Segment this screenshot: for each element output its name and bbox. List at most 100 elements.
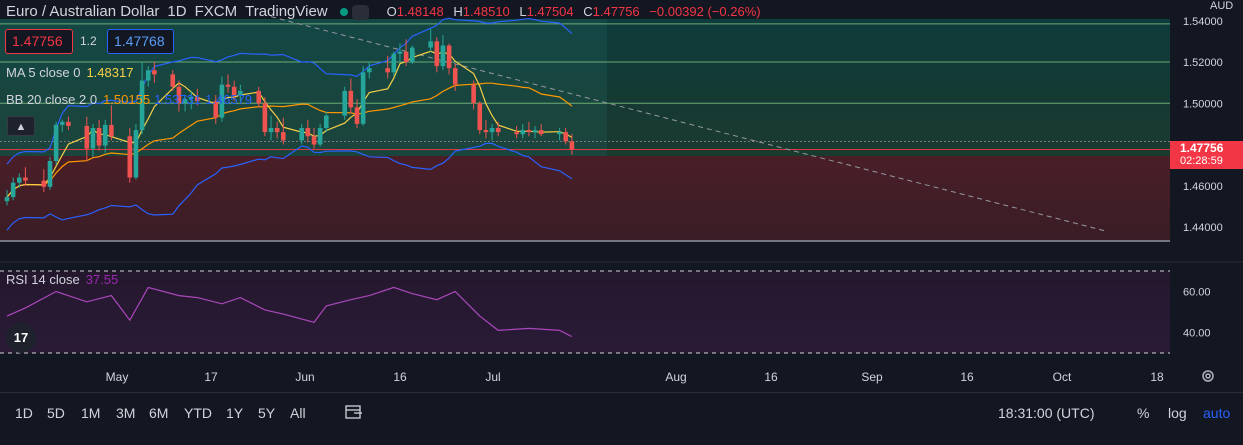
candle[interactable] xyxy=(152,62,157,83)
candle[interactable] xyxy=(176,80,182,112)
candle[interactable] xyxy=(526,121,532,137)
candle[interactable] xyxy=(182,95,188,112)
candle[interactable] xyxy=(213,95,219,124)
bb-upper-line[interactable] xyxy=(6,17,573,165)
candle[interactable] xyxy=(538,123,544,137)
sell-button[interactable]: 1.47756 xyxy=(5,29,73,54)
timeframe-6m-button[interactable]: 6M xyxy=(149,405,169,421)
candle[interactable] xyxy=(96,119,102,151)
symbol-name[interactable]: Euro / Australian Dollar xyxy=(6,3,160,20)
percent-toggle[interactable]: % xyxy=(1137,405,1150,421)
candle[interactable] xyxy=(409,45,415,65)
candle[interactable] xyxy=(471,80,476,110)
candle[interactable] xyxy=(403,39,409,67)
candle[interactable] xyxy=(225,74,231,93)
candle[interactable] xyxy=(231,80,237,102)
candle[interactable] xyxy=(299,123,305,145)
candle[interactable] xyxy=(342,86,347,120)
candle[interactable] xyxy=(323,111,329,133)
timeframe-1m-button[interactable]: 1M xyxy=(81,405,101,421)
candle[interactable] xyxy=(305,119,311,143)
calendar-range-icon[interactable] xyxy=(345,404,363,420)
candle[interactable] xyxy=(23,167,28,186)
candle[interactable] xyxy=(557,128,562,141)
candle[interactable] xyxy=(477,101,483,135)
candle[interactable] xyxy=(41,169,47,192)
rsi-line[interactable] xyxy=(6,286,573,338)
rsi-legend[interactable]: RSI 14 close 37.55 xyxy=(6,272,118,287)
candle[interactable] xyxy=(281,117,286,145)
candle[interactable] xyxy=(520,123,526,139)
candle[interactable] xyxy=(489,123,495,141)
candle[interactable] xyxy=(66,116,71,131)
candle[interactable] xyxy=(90,123,96,157)
candle[interactable] xyxy=(428,29,433,52)
candle[interactable] xyxy=(391,51,397,77)
candle[interactable] xyxy=(317,123,323,147)
candle[interactable] xyxy=(262,97,268,137)
timeframe-ytd-button[interactable]: YTD xyxy=(184,405,212,421)
candle[interactable] xyxy=(109,105,114,141)
candle[interactable] xyxy=(366,62,372,79)
candle[interactable] xyxy=(16,173,22,188)
utc-clock[interactable]: 18:31:00 (UTC) xyxy=(998,405,1095,421)
timeframe-3m-button[interactable]: 3M xyxy=(116,405,136,421)
candle[interactable] xyxy=(446,43,452,75)
upper-zone xyxy=(0,19,1170,156)
candle[interactable] xyxy=(514,125,519,139)
candle[interactable] xyxy=(440,35,446,71)
candle[interactable] xyxy=(84,116,90,161)
chart-canvas[interactable]: 1.54000 1.52000 1.50000 1.46000 1.44000 60.00… xyxy=(0,0,1243,392)
candle[interactable] xyxy=(139,62,145,135)
bb-basis-line[interactable] xyxy=(6,82,573,198)
candle-body xyxy=(526,130,532,133)
candle[interactable] xyxy=(434,37,440,73)
candle[interactable] xyxy=(195,88,200,106)
timeframe-all-button[interactable]: All xyxy=(290,405,306,421)
candle[interactable] xyxy=(4,189,10,206)
candle[interactable] xyxy=(274,121,280,139)
timeframe-1d-button[interactable]: 1D xyxy=(15,405,33,421)
candle[interactable] xyxy=(188,90,194,110)
candle[interactable] xyxy=(256,86,262,108)
candle[interactable] xyxy=(219,76,225,122)
candle[interactable] xyxy=(452,64,458,91)
candle[interactable] xyxy=(354,99,360,128)
candle[interactable] xyxy=(102,119,108,153)
candle[interactable] xyxy=(569,133,575,155)
candle[interactable] xyxy=(47,156,53,190)
candle[interactable] xyxy=(145,66,151,87)
candle[interactable] xyxy=(59,119,65,133)
timeframe-5y-button[interactable]: 5Y xyxy=(258,405,276,421)
candle[interactable] xyxy=(170,70,176,91)
gear-icon[interactable] xyxy=(1200,368,1216,384)
candle[interactable] xyxy=(53,121,59,166)
candle[interactable] xyxy=(238,84,243,102)
candle[interactable] xyxy=(385,55,390,79)
ma-legend[interactable]: MA 5 close 0 1.48317 xyxy=(6,65,133,80)
candle[interactable] xyxy=(563,128,569,145)
candle[interactable] xyxy=(10,177,16,201)
candle[interactable] xyxy=(495,121,501,137)
bb-lower-line[interactable] xyxy=(6,142,573,231)
wave-icon[interactable] xyxy=(351,5,369,20)
candle[interactable] xyxy=(268,115,274,141)
auto-toggle[interactable]: auto xyxy=(1203,405,1231,421)
buy-button[interactable]: 1.47768 xyxy=(107,29,174,54)
candle[interactable] xyxy=(483,119,489,139)
collapse-legend-button[interactable]: ▲ xyxy=(7,116,35,136)
tradingview-logo-icon[interactable]: 17 xyxy=(6,323,36,353)
candle[interactable] xyxy=(133,123,139,180)
candle[interactable] xyxy=(311,128,317,149)
timeframe-1y-button[interactable]: 1Y xyxy=(226,405,244,421)
candle[interactable] xyxy=(532,125,538,139)
currency-label[interactable]: AUD xyxy=(1210,0,1234,12)
candle[interactable] xyxy=(397,43,403,62)
candle[interactable] xyxy=(360,66,366,126)
timeframe-5d-button[interactable]: 5D xyxy=(47,405,65,421)
log-toggle[interactable]: log xyxy=(1168,405,1187,421)
candle[interactable] xyxy=(127,128,133,183)
interval-label[interactable]: 1D xyxy=(167,3,187,20)
bb-legend[interactable]: BB 20 close 2 0 1.50155 1.53731 1.46579 xyxy=(6,92,252,107)
candle[interactable] xyxy=(348,78,354,114)
